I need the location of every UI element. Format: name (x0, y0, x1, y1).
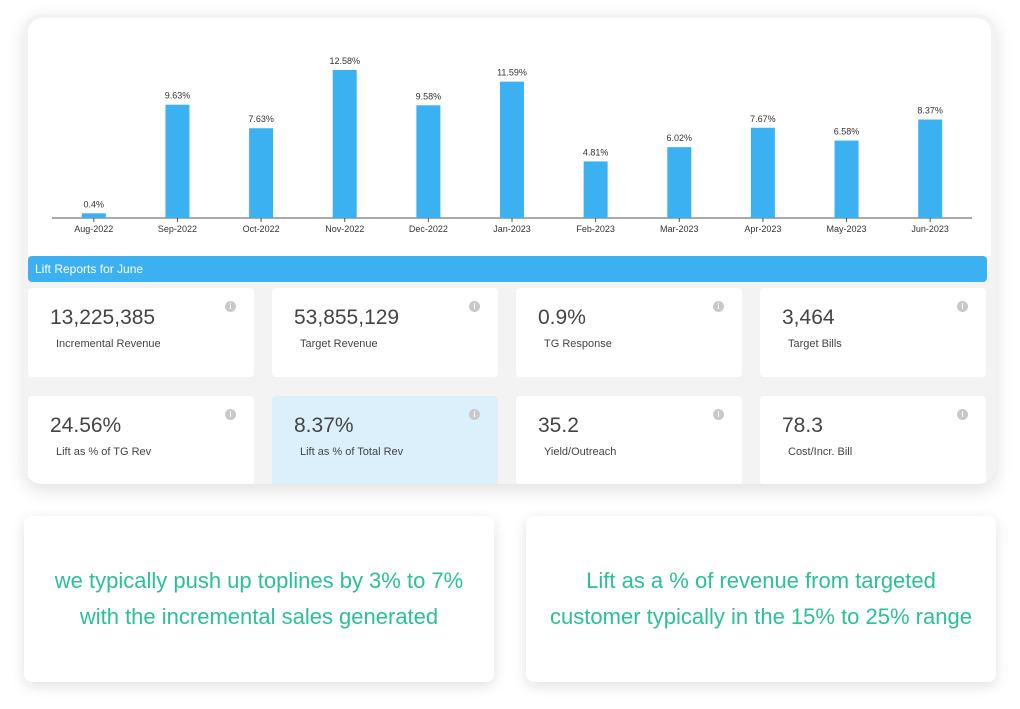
bar[interactable] (416, 105, 441, 218)
bar[interactable] (249, 128, 274, 218)
metric-label: Target Bills (788, 338, 842, 350)
info-icon[interactable]: i (225, 301, 236, 312)
data-label: 12.58% (329, 56, 360, 66)
bar[interactable] (667, 147, 692, 218)
monthly-lift-chart: 0.4% Aug-2022 9.63% Sep-2022 7.63% Oct-2022 12… (28, 18, 991, 256)
metric-value: 53,855,129 (294, 306, 400, 329)
metric-card-lift-tg-rev: 24.56% Lift as % of TG Rev i (28, 396, 254, 484)
data-label: 6.02% (667, 133, 693, 143)
bar[interactable] (500, 81, 524, 218)
quote-text: Lift as a % of revenue from targeted cus… (550, 568, 972, 629)
metric-value: 78.3 (782, 414, 823, 437)
info-icon[interactable]: i (713, 301, 724, 312)
x-tick-label: Jun-2023 (911, 224, 949, 234)
metric-card-lift-total-rev: 8.37% Lift as % of Total Rev i (272, 396, 498, 484)
data-label: 4.81% (583, 147, 609, 157)
metric-value: 3,464 (782, 306, 835, 329)
bar[interactable] (332, 70, 357, 218)
section-header: Lift Reports for June (28, 256, 987, 282)
metric-value: 13,225,385 (50, 306, 156, 329)
data-label: 7.63% (248, 114, 274, 124)
section-title: Lift Reports for June (35, 262, 144, 276)
metric-label: Lift as % of TG Rev (56, 446, 152, 458)
x-tick-label: Aug-2022 (74, 224, 113, 234)
metric-value: 35.2 (538, 414, 579, 437)
metric-value: 24.56% (50, 414, 122, 437)
bar[interactable] (750, 127, 775, 218)
metric-label: Incremental Revenue (56, 338, 161, 350)
info-icon[interactable]: i (225, 409, 236, 420)
metric-label: TG Response (544, 338, 612, 350)
x-tick-label: Feb-2023 (576, 224, 615, 234)
data-label: 9.63% (165, 91, 191, 101)
metric-card-target-bills: 3,464 Target Bills i (760, 288, 986, 377)
x-tick-label: Oct-2022 (243, 224, 280, 234)
quote-card-lift-range: Lift as a % of revenue from targeted cus… (526, 516, 996, 682)
info-icon[interactable]: i (713, 409, 724, 420)
metric-card-yield-outreach: 35.2 Yield/Outreach i (516, 396, 742, 484)
data-label: 8.37% (917, 106, 943, 116)
metric-card-incremental-revenue: 13,225,385 Incremental Revenue i (28, 288, 254, 377)
data-label: 7.67% (750, 114, 776, 124)
data-label: 6.58% (834, 127, 860, 137)
x-tick-label: Sep-2022 (158, 224, 197, 234)
metric-card-cost-incr-bill: 78.3 Cost/Incr. Bill i (760, 396, 986, 484)
bar[interactable] (834, 140, 859, 218)
bar[interactable] (81, 213, 106, 218)
metric-label: Yield/Outreach (544, 446, 617, 458)
bar[interactable] (165, 104, 190, 218)
x-tick-label: Mar-2023 (660, 224, 699, 234)
quote-text: we typically push up toplines by 3% to 7… (54, 568, 464, 629)
metric-value: 0.9% (538, 306, 586, 329)
x-tick-label: Apr-2023 (744, 224, 781, 234)
metric-label: Cost/Incr. Bill (788, 446, 853, 458)
x-tick-label: May-2023 (827, 224, 867, 234)
data-label: 9.58% (416, 91, 442, 101)
bar[interactable] (583, 161, 608, 218)
data-label: 0.4% (84, 199, 105, 209)
lift-report-panel: 0.4% Aug-2022 9.63% Sep-2022 7.63% Oct-2022 12… (24, 14, 996, 484)
metric-card-target-revenue: 53,855,129 Target Revenue i (272, 288, 498, 377)
metric-value: 8.37% (294, 414, 354, 437)
metric-label: Target Revenue (300, 338, 378, 350)
x-tick-label: Jan-2023 (493, 224, 531, 234)
info-icon[interactable]: i (469, 409, 480, 420)
x-tick-label: Dec-2022 (409, 224, 448, 234)
info-icon[interactable]: i (957, 301, 968, 312)
x-tick-label: Nov-2022 (325, 224, 364, 234)
metric-card-tg-response: 0.9% TG Response i (516, 288, 742, 377)
info-icon[interactable]: i (957, 409, 968, 420)
quote-card-toplines: we typically push up toplines by 3% to 7… (24, 516, 494, 682)
data-label: 11.59% (497, 68, 527, 78)
info-icon[interactable]: i (469, 301, 480, 312)
bar-chart-svg: 0.4% Aug-2022 9.63% Sep-2022 7.63% Oct-2022 12… (52, 56, 972, 234)
metric-label: Lift as % of Total Rev (300, 446, 404, 458)
bar[interactable] (918, 119, 943, 218)
